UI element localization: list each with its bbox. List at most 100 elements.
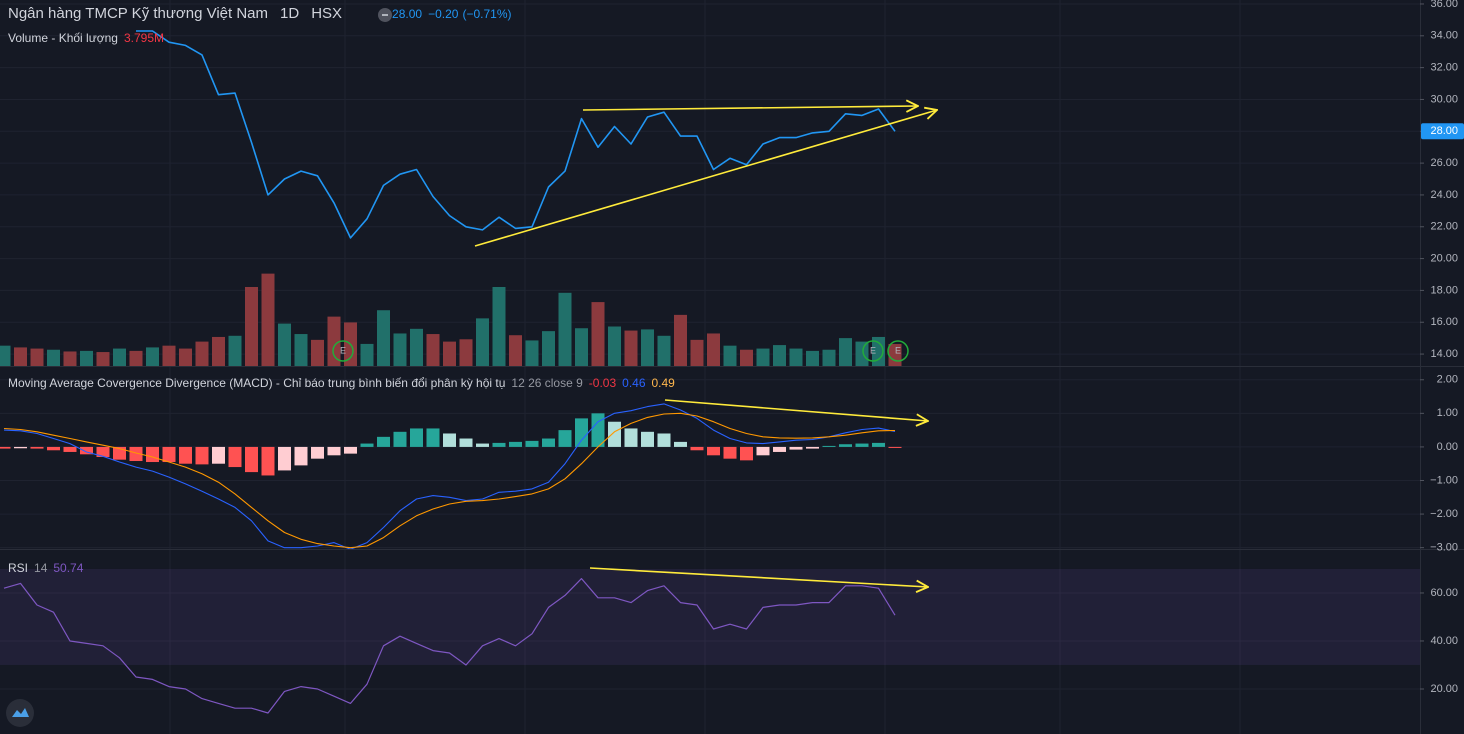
y-tick-label: 24.00 <box>1430 189 1458 201</box>
histogram-bar <box>542 438 555 447</box>
histogram-bar <box>14 446 27 449</box>
volume-bar <box>294 334 308 366</box>
last-close: 28.00 <box>392 7 423 21</box>
volume-bar <box>855 341 869 366</box>
interval[interactable]: 1D <box>280 5 300 22</box>
histogram-bar <box>80 446 93 455</box>
rsi-title: RSI <box>8 561 29 575</box>
y-tick-label: 40.00 <box>1430 635 1458 647</box>
y-tick-label: 2.00 <box>1437 374 1458 386</box>
histogram-bar <box>47 446 60 451</box>
volume-bar <box>311 339 324 366</box>
histogram-bar <box>888 446 902 448</box>
histogram-bar <box>113 446 126 460</box>
volume-bar <box>80 350 93 366</box>
histogram-bar <box>162 446 176 463</box>
histogram-bar <box>377 436 390 447</box>
histogram-bar <box>690 446 704 451</box>
logo[interactable] <box>6 699 34 727</box>
event-markers[interactable]: E E E <box>332 340 909 362</box>
histogram-bar <box>245 446 258 473</box>
histogram-bar <box>872 442 885 447</box>
histogram-bar <box>674 441 687 447</box>
volume-bar <box>179 348 192 366</box>
volume-bar <box>212 336 225 366</box>
histogram-bar <box>360 443 374 447</box>
histogram-bar <box>591 413 605 447</box>
logo-mark[interactable] <box>12 708 29 717</box>
histogram-bar <box>311 446 324 459</box>
series-line <box>3 412 896 549</box>
symbol-name: Ngân hàng TMCP Kỹ thương Việt Nam <box>8 5 269 22</box>
series-line <box>3 403 896 549</box>
histogram-bar <box>624 428 638 447</box>
volume-bar <box>30 348 44 366</box>
y-tick-label: 36.00 <box>1430 0 1458 10</box>
volume-bar <box>245 286 258 366</box>
volume-bar <box>14 347 27 366</box>
volume-bar <box>162 345 176 366</box>
event-label[interactable]: E <box>340 345 346 355</box>
histogram-bar <box>344 446 357 454</box>
volume-bar <box>542 331 555 366</box>
y-tick-label: 32.00 <box>1430 62 1458 74</box>
event-circle[interactable] <box>332 340 354 362</box>
volume-bar <box>591 302 605 366</box>
volume-bar <box>195 341 209 366</box>
header-icon[interactable] <box>378 8 392 22</box>
change-pct: (−0.71%) <box>462 7 512 21</box>
rsi-last: 50.74 <box>53 561 84 575</box>
histogram-bar <box>806 446 819 449</box>
y-tick-label: −1.00 <box>1430 474 1458 486</box>
volume-bar <box>789 348 803 366</box>
histogram-bar <box>459 438 473 447</box>
volume-bar <box>393 333 407 366</box>
volume-last: 3.795M <box>123 31 164 45</box>
histogram-bar <box>756 446 770 456</box>
histogram-bar <box>212 446 225 464</box>
histogram-bar <box>195 446 209 465</box>
y-tick-label: 0.00 <box>1437 441 1458 453</box>
histogram-bar <box>410 428 423 447</box>
histogram-bar <box>558 430 572 447</box>
histogram-bar <box>30 446 44 449</box>
y-tick-label: −3.00 <box>1430 542 1458 554</box>
volume-bar <box>146 347 159 366</box>
event-circle[interactable] <box>862 340 884 362</box>
histogram-bar <box>822 445 836 447</box>
symbol-legend: Ngân hàng TMCP Kỹ thương Việt Nam 1D HSX… <box>8 5 511 22</box>
event-label[interactable]: E <box>870 345 876 355</box>
event-label[interactable]: E <box>895 345 901 355</box>
histogram-bar <box>525 440 539 447</box>
histogram-bar <box>146 446 159 463</box>
volume-bar <box>278 323 291 366</box>
volume-bar <box>63 351 77 366</box>
volume-bar <box>228 335 242 366</box>
histogram-bar <box>278 446 291 471</box>
y-tick-label: 1.00 <box>1437 407 1458 419</box>
volume-bar <box>773 345 786 366</box>
y-tick-label: 16.00 <box>1430 316 1458 328</box>
rsi-params: 14 <box>34 561 48 575</box>
volume-bar <box>608 326 621 366</box>
histogram-bar <box>129 446 143 462</box>
histogram-bar <box>0 446 11 449</box>
histogram-bar <box>789 446 803 450</box>
histogram-bar <box>443 433 456 447</box>
volume-bar <box>690 339 704 366</box>
histogram-bar <box>773 446 786 452</box>
volume-bar <box>558 292 572 366</box>
volume-bar <box>525 340 539 366</box>
series-line <box>3 578 896 714</box>
event-circle[interactable] <box>887 340 909 362</box>
volume-bar <box>261 273 275 366</box>
macd-legend: Moving Average Covergence Divergence (MA… <box>8 376 675 390</box>
histogram-bar <box>294 446 308 466</box>
exchange: HSX <box>311 5 343 22</box>
volume-bar <box>410 328 423 366</box>
rsi-band <box>0 568 1420 665</box>
volume-bar <box>459 339 473 366</box>
rsi-legend: RSI 14 50.74 <box>8 561 83 575</box>
